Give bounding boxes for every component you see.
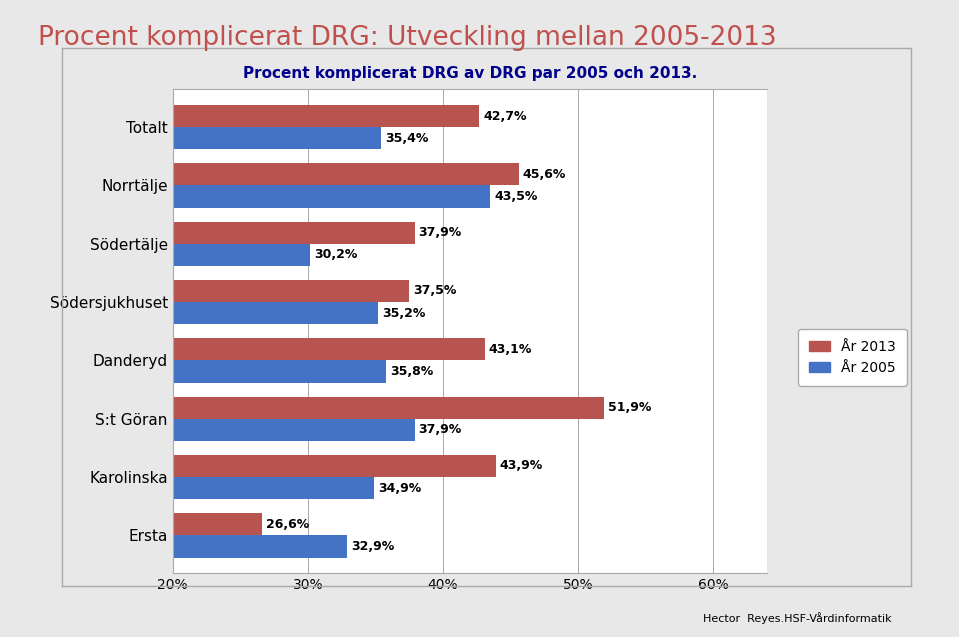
Title: Procent komplicerat DRG av DRG par 2005 och 2013.: Procent komplicerat DRG av DRG par 2005 … — [243, 66, 697, 81]
Bar — [173, 185, 490, 208]
Bar — [173, 163, 519, 185]
Bar — [173, 455, 496, 477]
Text: Hector  Reyes.HSF-Vårdinformatik: Hector Reyes.HSF-Vårdinformatik — [703, 612, 892, 624]
Bar — [173, 302, 378, 324]
Bar — [173, 127, 381, 149]
Text: 35,2%: 35,2% — [382, 306, 426, 320]
Text: 37,9%: 37,9% — [418, 226, 462, 239]
Text: Procent komplicerat DRG: Utveckling mellan 2005-2013: Procent komplicerat DRG: Utveckling mell… — [38, 25, 777, 52]
Text: 26,6%: 26,6% — [266, 518, 309, 531]
Text: 35,8%: 35,8% — [390, 365, 433, 378]
Bar — [173, 338, 484, 361]
Text: 43,1%: 43,1% — [489, 343, 532, 356]
Bar — [173, 222, 414, 244]
Text: 42,7%: 42,7% — [483, 110, 526, 122]
Bar — [173, 513, 262, 535]
Text: 35,4%: 35,4% — [385, 132, 428, 145]
Text: 51,9%: 51,9% — [608, 401, 651, 414]
Bar — [173, 419, 414, 441]
Bar — [173, 280, 409, 302]
Bar — [173, 535, 347, 557]
Bar — [173, 477, 374, 499]
Text: 43,9%: 43,9% — [500, 459, 543, 473]
Bar — [173, 105, 480, 127]
Text: 34,9%: 34,9% — [378, 482, 421, 495]
Text: 32,9%: 32,9% — [351, 540, 394, 553]
Bar — [173, 397, 604, 419]
Text: 37,9%: 37,9% — [418, 424, 462, 436]
Text: 37,5%: 37,5% — [413, 285, 456, 297]
Bar — [173, 361, 386, 383]
Text: 30,2%: 30,2% — [315, 248, 358, 261]
Legend: År 2013, År 2005: År 2013, År 2005 — [798, 329, 907, 385]
Text: 45,6%: 45,6% — [523, 168, 566, 181]
Bar — [173, 244, 311, 266]
Text: 43,5%: 43,5% — [494, 190, 538, 203]
